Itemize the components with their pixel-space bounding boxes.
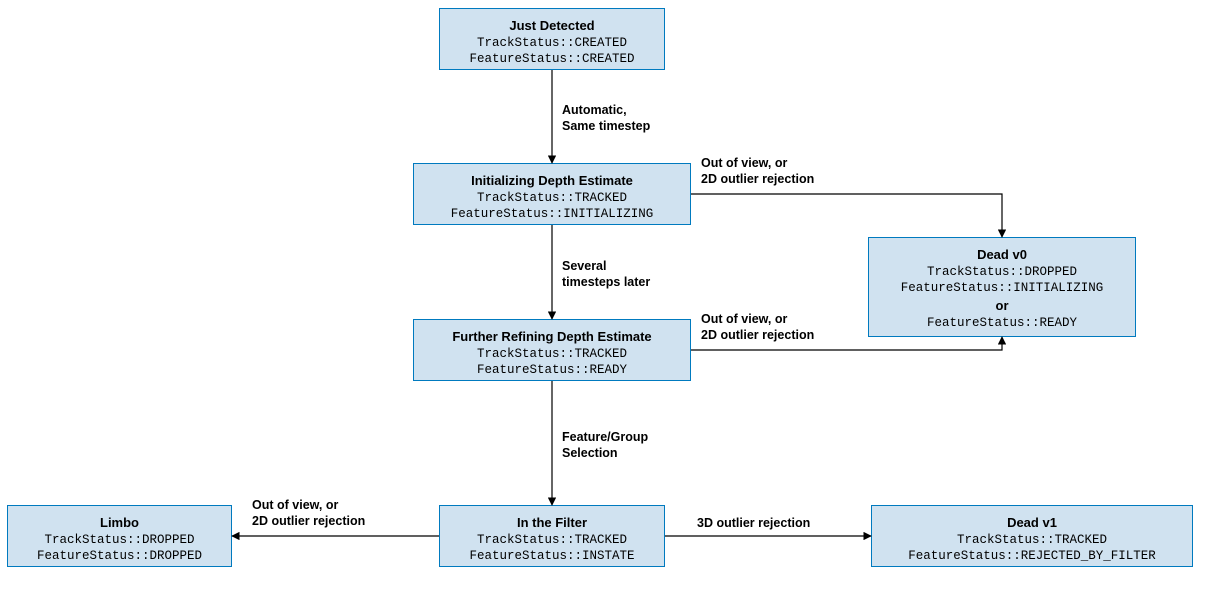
node-line: FeatureStatus::READY — [424, 362, 680, 379]
node-just-detected: Just Detected TrackStatus::CREATED Featu… — [439, 8, 665, 70]
node-title: Limbo — [18, 514, 221, 532]
node-line: FeatureStatus::READY — [879, 315, 1125, 332]
node-title: Initializing Depth Estimate — [424, 172, 680, 190]
node-dead-v1: Dead v1 TrackStatus::TRACKED FeatureStat… — [871, 505, 1193, 567]
node-line: TrackStatus::TRACKED — [882, 532, 1182, 549]
node-in-filter: In the Filter TrackStatus::TRACKED Featu… — [439, 505, 665, 567]
edge-label-automatic: Automatic,Same timestep — [562, 102, 650, 135]
edge-label-feature-group: Feature/GroupSelection — [562, 429, 648, 462]
node-line: TrackStatus::DROPPED — [879, 264, 1125, 281]
edge-label-several-timesteps: Severaltimesteps later — [562, 258, 650, 291]
node-line: FeatureStatus::CREATED — [450, 51, 654, 68]
node-refining-depth: Further Refining Depth Estimate TrackSta… — [413, 319, 691, 381]
edge-label-out-of-view-1: Out of view, or2D outlier rejection — [701, 155, 814, 188]
node-or: or — [879, 297, 1125, 315]
node-line: TrackStatus::CREATED — [450, 35, 654, 52]
node-line: TrackStatus::TRACKED — [424, 346, 680, 363]
node-limbo: Limbo TrackStatus::DROPPED FeatureStatus… — [7, 505, 232, 567]
node-title: Just Detected — [450, 17, 654, 35]
node-dead-v0: Dead v0 TrackStatus::DROPPED FeatureStat… — [868, 237, 1136, 337]
edge-label-out-of-view-3: Out of view, or2D outlier rejection — [252, 497, 365, 530]
node-title: Further Refining Depth Estimate — [424, 328, 680, 346]
node-title: In the Filter — [450, 514, 654, 532]
edge-label-out-of-view-2: Out of view, or2D outlier rejection — [701, 311, 814, 344]
node-line: FeatureStatus::DROPPED — [18, 548, 221, 565]
node-line: FeatureStatus::REJECTED_BY_FILTER — [882, 548, 1182, 565]
node-line: FeatureStatus::INITIALIZING — [424, 206, 680, 223]
node-title: Dead v1 — [882, 514, 1182, 532]
node-line: TrackStatus::DROPPED — [18, 532, 221, 549]
node-title: Dead v0 — [879, 246, 1125, 264]
edge-e2 — [691, 194, 1002, 237]
node-line: TrackStatus::TRACKED — [450, 532, 654, 549]
node-line: FeatureStatus::INSTATE — [450, 548, 654, 565]
node-line: FeatureStatus::INITIALIZING — [879, 280, 1125, 297]
node-line: TrackStatus::TRACKED — [424, 190, 680, 207]
node-initializing-depth: Initializing Depth Estimate TrackStatus:… — [413, 163, 691, 225]
edge-label-3d-outlier: 3D outlier rejection — [697, 515, 810, 531]
